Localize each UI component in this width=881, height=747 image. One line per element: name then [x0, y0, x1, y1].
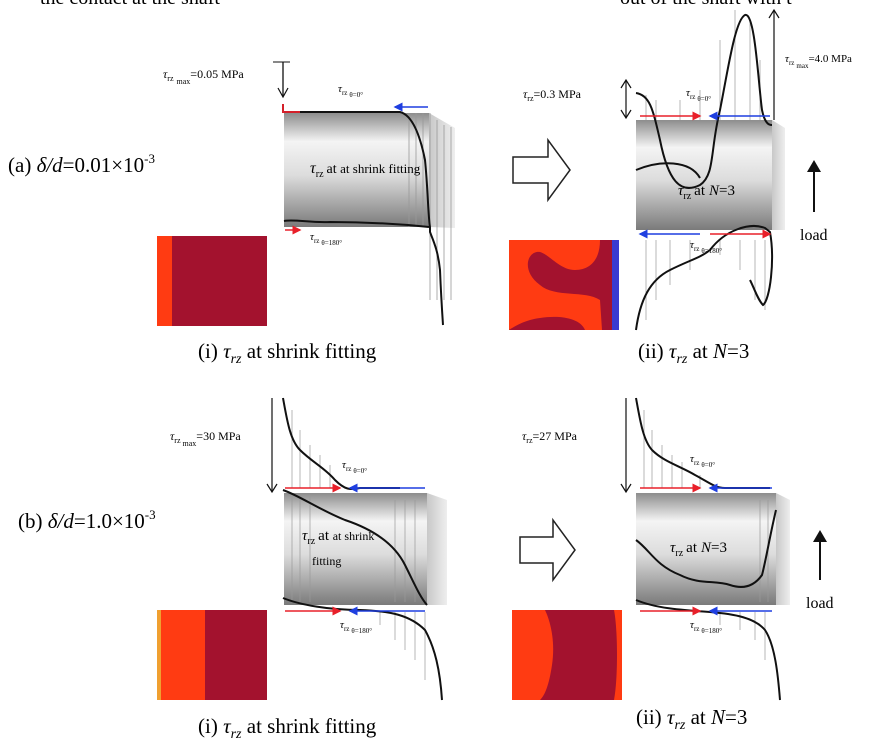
body-label-b-ii: τrz at N=3 [670, 540, 727, 559]
panel-b-i: τrz max=30 MPa τrz θ=0° τrz at at shrink fi… [157, 397, 447, 701]
top-tag-a-i: τrz θ=0° [338, 83, 363, 99]
contour-edge-a-ii [612, 240, 619, 330]
caption-b-ii: (ii) τrz at N=3 [636, 705, 747, 733]
contour-map-a-i [157, 236, 267, 326]
stress-curve-middle-b-ii [635, 509, 777, 588]
shaft-cylinder-a-i [284, 113, 429, 227]
hatch-a-i [408, 113, 452, 300]
load-label-b: load [806, 595, 834, 612]
caption-a-ii: (ii) τrz at N=3 [638, 339, 749, 367]
body-label-b-i: τrz at at shrink [302, 528, 374, 547]
contour-edge-a-i [157, 236, 172, 326]
stress-curve-middle-b-i [282, 489, 428, 606]
top-text-left: the contact at the shaft [40, 0, 220, 9]
stress-curve-b-ii [635, 397, 770, 489]
row-a: (a) δ/d=0.01×10-3 τrz ma [8, 8, 852, 367]
shaft-cylinder-a-ii [636, 120, 772, 230]
panel-a-i: τrz max=0.05 MPa τrz θ=0° τrz at at shrink … [157, 61, 455, 326]
row-b: (b) δ/d=1.0×10-3 [18, 397, 834, 742]
caption-a-i: (i) τrz at shrink fitting [198, 339, 377, 367]
panel-a-ii: τrz=0.3 MPa τrz max=4.0 MPa τrz θ=0° τrz at… [509, 8, 852, 331]
stress-curve-bottom-a-ii [635, 225, 773, 331]
contour-edge-b-ii [614, 610, 622, 700]
max-label-a-i: τrz max=0.05 MPa [163, 67, 244, 86]
stress-curve-bottom-b-ii [635, 599, 781, 701]
bottom-tag-b-ii: τrz θ=180° [690, 619, 722, 635]
shaft-end-b-i [427, 493, 447, 605]
load-arrowhead-a [807, 160, 821, 172]
bottom-tag-b-i: τrz θ=180° [340, 619, 372, 635]
stress-curve-bottom-a-i [283, 219, 430, 228]
top-tag-a-ii: τrz θ=0° [686, 87, 711, 103]
value-label-b-ii: τrz=27 MPa [522, 429, 578, 445]
transition-arrow-b [519, 517, 576, 583]
max-label-a-ii: τrz max=4.0 MPa [785, 53, 852, 70]
shaft-end-a-i [429, 113, 455, 228]
body-label-a-i: τrz at at shrink fitting [310, 160, 421, 180]
stress-peak-a-i [282, 104, 300, 113]
stress-curve-b-i [282, 397, 400, 490]
contour-edge-b-i [157, 610, 161, 700]
top-tag-b-i: τrz θ=0° [342, 459, 367, 475]
bottom-tag-a-i: τrz θ=180° [310, 231, 342, 247]
contour-zone-b-i [157, 610, 205, 700]
load-label-a: load [800, 227, 828, 244]
indicator-tail-a-ii [620, 109, 632, 120]
indicator-head-a-ii [620, 78, 632, 89]
row-a-label: (a) δ/d=0.01×10-3 [8, 151, 155, 177]
stress-curve-a-i [285, 111, 444, 326]
shaft-end-b-ii [776, 493, 790, 605]
top-tag-b-ii: τrz θ=0° [690, 453, 715, 469]
max-indicator-head-b-ii [620, 483, 632, 494]
body-label-a-ii: τrz at N=3 [678, 183, 735, 202]
caption-b-i: (i) τrz at shrink fitting [198, 714, 377, 742]
stress-curve-inner-a-ii [635, 162, 701, 179]
contour-zone-b-ii [512, 610, 554, 700]
body-label-2-b-i: fitting [312, 554, 341, 568]
load-arrowhead-b [813, 530, 827, 542]
value-label-a-ii: τrz=0.3 MPa [523, 87, 582, 103]
max-indicator-head-a-ii [768, 8, 780, 19]
hatch-b-i [291, 410, 426, 680]
shaft-end-a-ii [772, 120, 785, 230]
shaft-cylinder-b-ii [636, 493, 776, 605]
transition-arrow-a [512, 137, 571, 203]
max-label-b-i: τrz max=30 MPa [170, 429, 241, 448]
stress-curve-bottom-b-i [282, 597, 443, 701]
stress-curve-a-ii [635, 14, 773, 189]
row-b-label: (b) δ/d=1.0×10-3 [18, 507, 156, 533]
panel-b-ii: τrz=27 MPa τrz θ=0° τrz at N=3 τrz θ=180° lo… [512, 397, 834, 701]
max-arrowhead-a-i [277, 87, 289, 99]
shaft-cylinder-b-i [284, 493, 427, 605]
contour-zone-a-ii [509, 240, 602, 330]
bottom-tag-a-ii: τrz θ=180° [690, 239, 722, 255]
max-indicator-head-b-i [266, 483, 278, 494]
top-text-right: out of the shaft with t [620, 0, 792, 9]
